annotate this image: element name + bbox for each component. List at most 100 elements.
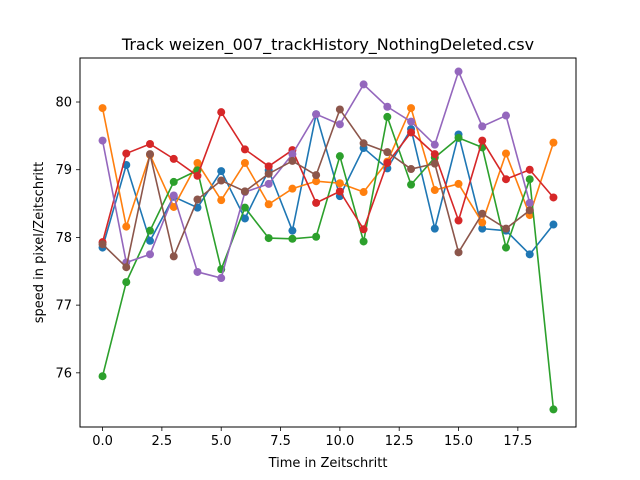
- series-3-point: [525, 175, 534, 184]
- series-6-point: [217, 176, 226, 185]
- series-2-point: [169, 202, 178, 211]
- series-1-point: [549, 220, 558, 229]
- series-3-point: [501, 243, 510, 252]
- series-4-point: [501, 175, 510, 184]
- series-5-point: [312, 110, 321, 119]
- series-5-point: [146, 250, 155, 259]
- series-6-point: [240, 187, 249, 196]
- series-4-point: [169, 154, 178, 163]
- series-4-point: [359, 225, 368, 234]
- series-3-point: [122, 278, 131, 287]
- series-6-point: [359, 139, 368, 148]
- series-3-point: [264, 234, 273, 243]
- series-6-point: [430, 159, 439, 168]
- y-tick-label: 77: [55, 299, 72, 314]
- series-1-point: [217, 167, 226, 176]
- series-4-point: [217, 108, 226, 117]
- x-tick-label: 2.5: [152, 434, 173, 449]
- chart-title: Track weizen_007_trackHistory_NothingDel…: [121, 35, 534, 55]
- series-4-point: [549, 193, 558, 202]
- series-2-point: [454, 179, 463, 188]
- series-4-point: [407, 128, 416, 137]
- series-2-point: [240, 158, 249, 167]
- series-5-point: [98, 136, 107, 145]
- series-5-point: [383, 102, 392, 111]
- series-2-line: [101, 107, 555, 228]
- series-2-point: [122, 222, 131, 231]
- series-2-point: [264, 200, 273, 209]
- series-6-point: [312, 171, 321, 180]
- series-2-point: [312, 177, 321, 186]
- series-2-point: [98, 104, 107, 113]
- series-2-point: [549, 138, 558, 147]
- series-6-point: [146, 150, 155, 159]
- series-6-point: [288, 156, 297, 165]
- series-5-point: [288, 150, 297, 159]
- series-2-point: [335, 179, 344, 188]
- series-3-point: [335, 152, 344, 161]
- series-6-point: [501, 224, 510, 233]
- series-6-point: [407, 165, 416, 174]
- series-6-point: [454, 248, 463, 257]
- series-1-point: [525, 250, 534, 259]
- series-6: [98, 105, 534, 272]
- series-5-point: [454, 67, 463, 76]
- series-1-point: [430, 224, 439, 233]
- x-tick-label: 0.0: [92, 434, 113, 449]
- series-6-point: [383, 148, 392, 157]
- series-3-point: [454, 133, 463, 142]
- axis-ticks: 0.0 2.5 5.0 7.5 10.0 12.5 15.0 17.5 76 77 78 79 80: [55, 96, 532, 449]
- series-6-point: [193, 195, 202, 204]
- y-tick-label: 80: [55, 96, 72, 111]
- series-4-point: [430, 150, 439, 159]
- series-4-point: [335, 187, 344, 196]
- series-3-point: [169, 177, 178, 186]
- x-tick-label: 10.0: [325, 434, 354, 449]
- series-3-point: [549, 405, 558, 414]
- series-5-point: [264, 179, 273, 188]
- series-2-point: [407, 104, 416, 113]
- series-4-point: [454, 216, 463, 225]
- series-4-point: [146, 139, 155, 148]
- series-6-point: [335, 105, 344, 114]
- series-4-point: [240, 145, 249, 154]
- y-axis-label: speed in pixel/Zeitschritt: [32, 162, 47, 323]
- series-5-point: [335, 120, 344, 129]
- series-5-point: [430, 140, 439, 149]
- axes-frame: [79, 57, 577, 428]
- series-2-point: [478, 218, 487, 227]
- series-2-point: [288, 184, 297, 193]
- series-3-point: [146, 226, 155, 235]
- series-6-point: [98, 240, 107, 249]
- series-2-point: [217, 196, 226, 205]
- series-4-point: [193, 171, 202, 180]
- series-5-point: [525, 198, 534, 207]
- series-5-point: [501, 111, 510, 120]
- x-tick-label: 5.0: [211, 434, 232, 449]
- y-tick-label: 76: [55, 366, 72, 381]
- series-4-line: [101, 111, 555, 243]
- series-3-point: [359, 237, 368, 246]
- series-2-point: [430, 186, 439, 195]
- series-5-point: [359, 80, 368, 89]
- series-6-point: [169, 252, 178, 261]
- series-2-point: [501, 149, 510, 158]
- x-axis-label: Time in Zeitschritt: [268, 456, 388, 471]
- x-tick-label: 12.5: [385, 434, 414, 449]
- plot-area: [98, 67, 558, 414]
- series-6-point: [525, 206, 534, 215]
- series-3-point: [288, 234, 297, 243]
- series-4: [98, 108, 558, 247]
- series-4-point: [264, 162, 273, 171]
- series-5-point: [407, 117, 416, 126]
- y-tick-label: 78: [55, 231, 72, 246]
- x-tick-label: 7.5: [270, 434, 291, 449]
- series-5-point: [169, 191, 178, 200]
- series-1-point: [146, 236, 155, 245]
- series-5-point: [478, 122, 487, 131]
- series-4-point: [478, 136, 487, 145]
- series-6-point: [122, 263, 131, 272]
- series-3-point: [312, 232, 321, 241]
- series-2-point: [359, 188, 368, 197]
